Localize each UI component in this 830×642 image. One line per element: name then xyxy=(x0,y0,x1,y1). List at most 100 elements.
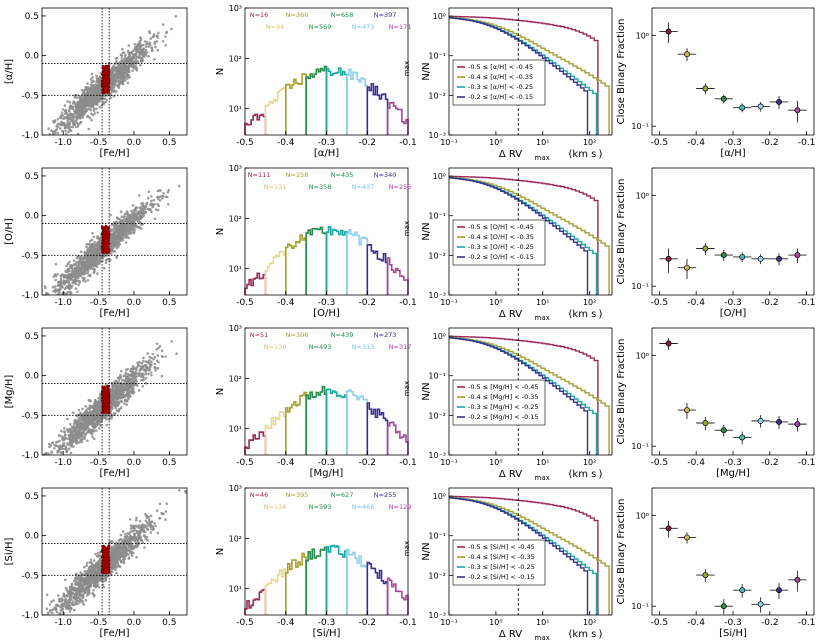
legend-entry: -0.5 ≤ [Mg/H] < -0.45 xyxy=(468,383,539,391)
scatter-point xyxy=(90,261,94,264)
scatter-point xyxy=(76,290,79,294)
y-tick-label: 10⁰ xyxy=(433,12,446,21)
count-label: N=258 xyxy=(286,171,309,179)
count-label: N=273 xyxy=(374,331,397,339)
scatter-point xyxy=(122,72,126,75)
x-tick-label: -0.3 xyxy=(724,298,742,308)
scatter-point xyxy=(133,230,136,233)
scatter-point xyxy=(88,273,92,277)
scatter-point xyxy=(78,419,81,423)
scatter-point xyxy=(156,354,160,357)
scatter-point xyxy=(119,388,122,392)
hist-segment xyxy=(386,257,409,295)
scatter-point xyxy=(58,288,61,292)
scatter-point xyxy=(111,233,114,236)
scatter-point xyxy=(64,129,67,133)
scatter-point xyxy=(76,100,80,104)
hist-segment xyxy=(305,65,328,135)
count-label: N=340 xyxy=(374,171,397,179)
scatter-point xyxy=(86,269,90,273)
scatter-point xyxy=(115,246,119,250)
scatter-point xyxy=(83,276,86,280)
cbf-point xyxy=(665,255,672,262)
scatter-point xyxy=(126,368,129,371)
scatter-point xyxy=(59,127,62,130)
scatter-point xyxy=(67,280,70,283)
scatter-point xyxy=(83,263,86,266)
scatter-point xyxy=(145,42,148,46)
scatter-point xyxy=(77,433,81,437)
scatter-point xyxy=(79,415,83,418)
scatter-point xyxy=(93,240,96,244)
scatter-point xyxy=(94,253,98,257)
hist-segment xyxy=(244,113,267,135)
scatter-point xyxy=(164,355,167,358)
scatter-point xyxy=(131,204,135,207)
scatter-point xyxy=(64,112,67,115)
scatter-point xyxy=(66,121,69,124)
scatter-point xyxy=(68,284,72,288)
scatter-point xyxy=(88,267,92,271)
hist-segment xyxy=(366,244,389,295)
scatter-point xyxy=(84,256,87,259)
y-tick-label: 10⁻¹ xyxy=(631,282,649,291)
scatter-point xyxy=(122,216,126,220)
scatter-point xyxy=(36,467,39,470)
x-tick-label: -0.4 xyxy=(277,298,295,308)
scatter-point xyxy=(13,165,16,168)
scatter-point xyxy=(160,197,164,200)
x-tick-label: 10¹ xyxy=(536,458,549,467)
scatter-point xyxy=(142,54,146,57)
scatter-point xyxy=(89,412,93,416)
x-tick-label: -0.5 xyxy=(651,458,669,468)
scatter-point xyxy=(85,245,88,249)
scatter-point xyxy=(115,56,119,60)
scatter-point xyxy=(61,285,64,289)
scatter-point xyxy=(139,52,142,56)
y-tick-label: 10¹ xyxy=(229,105,242,114)
legend-entry: -0.4 ≤ [Mg/H] < -0.35 xyxy=(468,393,539,401)
scatter-point xyxy=(91,435,94,439)
scatter-point xyxy=(51,285,55,289)
scatter-point xyxy=(95,243,98,246)
cbf-point xyxy=(665,340,672,347)
scatter-point xyxy=(92,257,96,260)
scatter-point xyxy=(116,74,120,77)
scatter-point xyxy=(121,388,125,391)
scatter-point xyxy=(62,279,65,282)
y-tick-label: 10² xyxy=(229,214,242,223)
x-axis-label: [Mg/H] xyxy=(716,468,750,479)
scatter-point xyxy=(116,403,120,407)
scatter-point xyxy=(81,109,84,112)
count-label: N=493 xyxy=(309,343,332,351)
scatter-point xyxy=(70,430,73,433)
scatter-point xyxy=(110,417,113,420)
scatter-point xyxy=(116,242,120,245)
scatter-point xyxy=(147,190,151,194)
scatter-point xyxy=(142,356,145,360)
scatter-point xyxy=(131,228,134,232)
scatter-point xyxy=(144,45,148,49)
scatter-point xyxy=(109,245,112,248)
scatter-point xyxy=(153,58,156,61)
count-label: N=16 xyxy=(250,11,269,19)
scatter-point xyxy=(73,121,76,124)
hist-segment xyxy=(264,87,287,135)
scatter-point xyxy=(137,43,140,46)
scatter-point xyxy=(155,342,159,346)
scatter-point xyxy=(87,415,91,419)
scatter-point xyxy=(99,401,102,405)
scatter-point xyxy=(59,277,63,281)
scatter-point xyxy=(86,86,90,89)
scatter-point xyxy=(84,280,87,283)
scatter-point xyxy=(83,250,87,254)
y-tick-label: 10⁻² xyxy=(428,411,446,420)
scatter-point xyxy=(102,101,106,104)
cdf-series xyxy=(449,335,599,455)
scatter-point xyxy=(63,104,67,107)
scatter-point xyxy=(95,248,99,252)
scatter-point xyxy=(72,259,76,262)
scatter-point xyxy=(50,139,53,142)
scatter-point xyxy=(122,374,126,378)
x-tick-label: -0.2 xyxy=(358,458,376,468)
